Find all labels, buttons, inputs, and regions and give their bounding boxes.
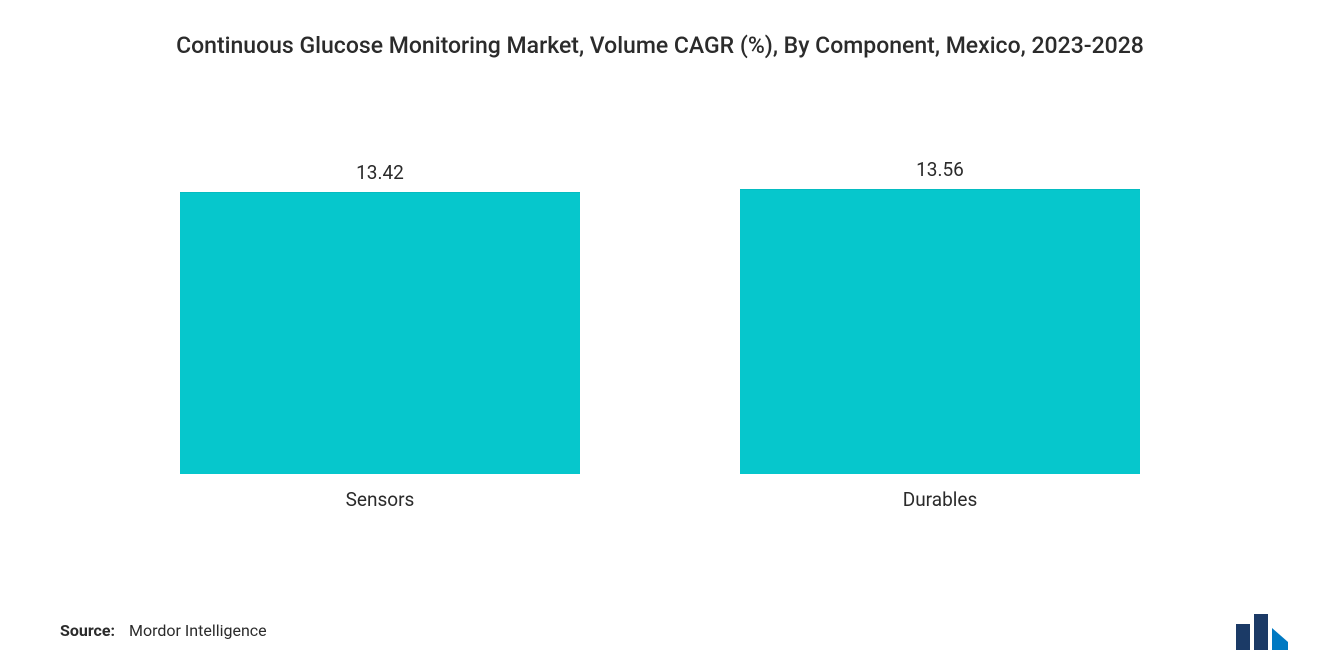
source-attribution: Source: Mordor Intelligence bbox=[60, 621, 267, 640]
bar-category-label: Sensors bbox=[346, 488, 415, 511]
mordor-logo-icon bbox=[1234, 614, 1290, 650]
bar-durables bbox=[740, 189, 1140, 474]
chart-title: Continuous Glucose Monitoring Market, Vo… bbox=[110, 30, 1210, 61]
bar-sensors bbox=[180, 192, 580, 474]
source-value: Mordor Intelligence bbox=[129, 621, 267, 640]
chart-container: Continuous Glucose Monitoring Market, Vo… bbox=[0, 0, 1320, 665]
bar-category-label: Durables bbox=[903, 488, 978, 511]
bar-value-label: 13.56 bbox=[916, 158, 964, 181]
bar-value-label: 13.42 bbox=[356, 161, 404, 184]
bar-group-durables: 13.56 Durables bbox=[740, 158, 1140, 511]
source-label: Source: bbox=[60, 621, 115, 640]
chart-plot-area: 13.42 Sensors 13.56 Durables bbox=[60, 81, 1260, 511]
bar-group-sensors: 13.42 Sensors bbox=[180, 161, 580, 511]
